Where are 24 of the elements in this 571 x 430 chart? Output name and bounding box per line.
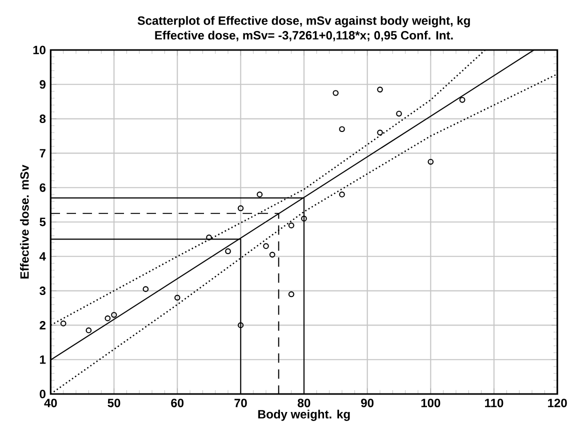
y-tick-label: 7 bbox=[40, 149, 46, 158]
x-tick-label: 110 bbox=[485, 398, 504, 408]
x-tick-label: 60 bbox=[171, 398, 184, 408]
y-tick-label: 10 bbox=[33, 46, 46, 54]
x-tick-label: 100 bbox=[421, 398, 440, 408]
chart-title: Scatterplot of Effective dose, mSv against body weight, kg bbox=[138, 16, 470, 28]
x-tick-label: 50 bbox=[108, 398, 120, 408]
x-tick-label: 90 bbox=[361, 398, 374, 408]
y-tick-label: 9 bbox=[40, 80, 46, 89]
x-tick-label: 70 bbox=[234, 398, 247, 408]
y-tick-label: 2 bbox=[40, 321, 46, 330]
y-tick-label: 0 bbox=[40, 390, 46, 398]
y-tick-label: 6 bbox=[40, 183, 46, 192]
y-tick-label: 8 bbox=[40, 114, 46, 124]
x-tick-label: 40 bbox=[44, 398, 57, 408]
x-axis-title: Body weight. kg bbox=[258, 410, 350, 421]
y-tick-label: 3 bbox=[40, 286, 46, 296]
x-tick-label: 120 bbox=[548, 398, 567, 408]
y-tick-label: 4 bbox=[39, 252, 46, 261]
y-axis-title: Effective dose. mSv bbox=[20, 164, 29, 278]
y-tick-label: 1 bbox=[40, 355, 46, 364]
chart-subtitle: Effective dose, mSv= -3,7261+0,118*x; 0,95 Conf. Int. bbox=[155, 30, 453, 42]
y-tick-label: 5 bbox=[40, 218, 46, 226]
x-tick-label: 80 bbox=[298, 398, 310, 408]
